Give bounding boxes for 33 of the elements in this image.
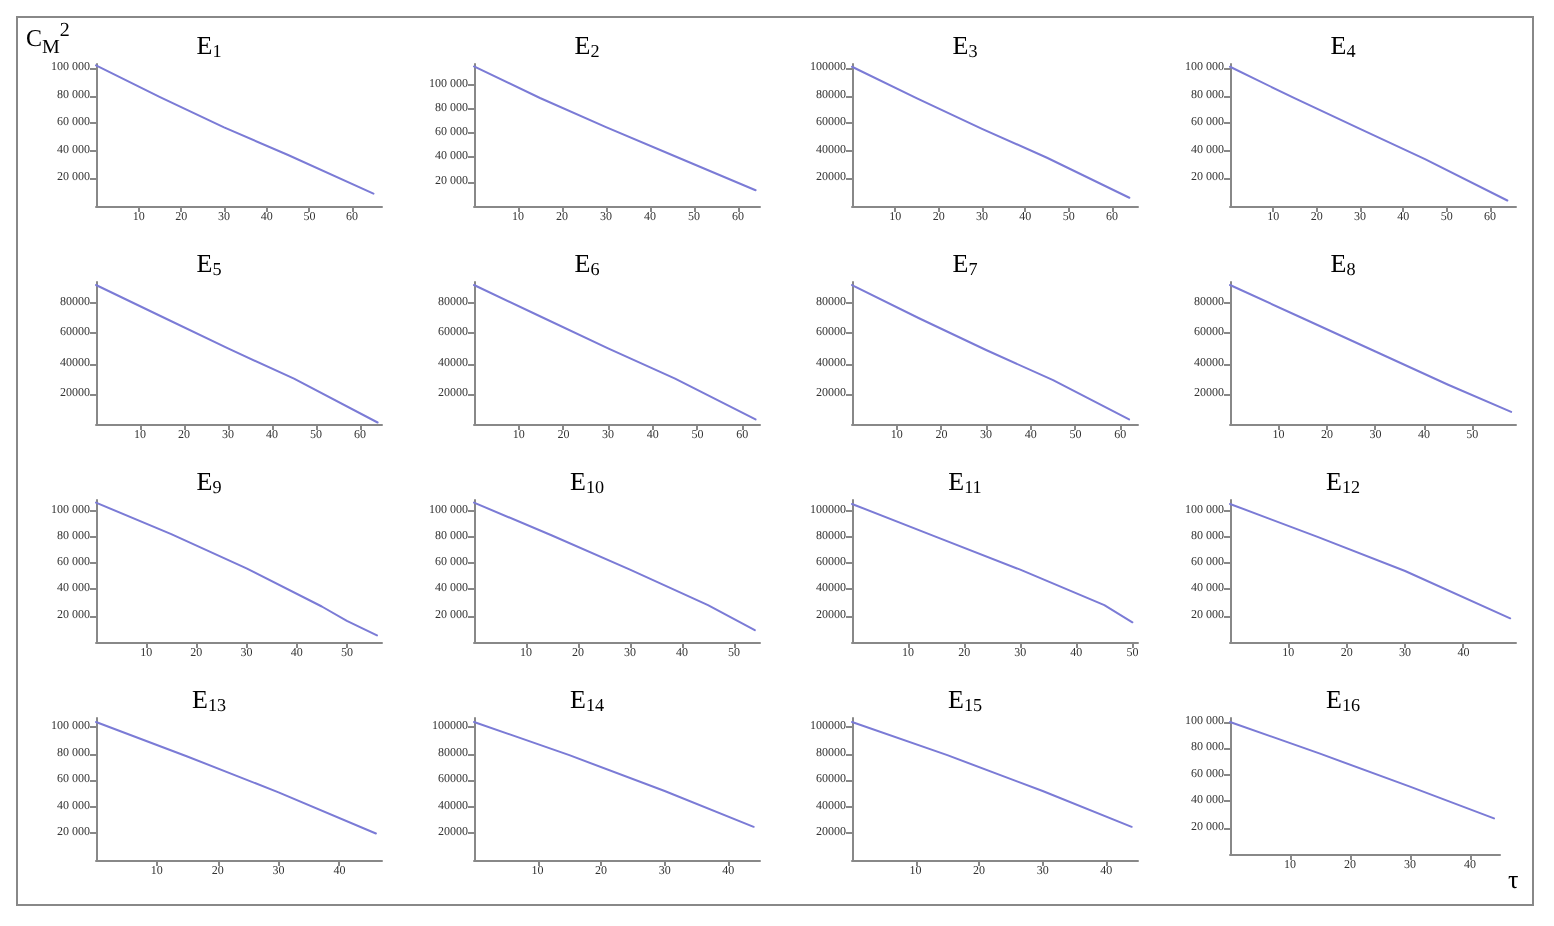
chart-title: E13 [191, 683, 227, 715]
chart-title: E8 [1330, 247, 1357, 279]
line-series [1229, 284, 1513, 413]
chart-title: E4 [1330, 29, 1357, 61]
line-series [95, 284, 379, 424]
chart-title: E16 [1325, 683, 1361, 715]
line-series [95, 501, 378, 637]
line-series [95, 720, 377, 835]
line-series [473, 501, 756, 632]
line-series [473, 65, 757, 192]
chart-title: E3 [952, 29, 979, 61]
line-series [851, 284, 1131, 421]
chart-title: E2 [574, 29, 601, 61]
chart-title: E11 [948, 465, 982, 497]
line-series [851, 720, 1133, 828]
line-series [851, 65, 1131, 199]
chart-title: E6 [574, 247, 601, 279]
line-series [95, 64, 375, 195]
chart-title: E7 [952, 247, 979, 279]
line-series [1229, 720, 1495, 820]
line-series [851, 502, 1134, 624]
x-axis-title: τ [1508, 864, 1519, 894]
chart-title: E12 [1325, 465, 1361, 497]
line-series [473, 720, 755, 828]
chart-title: E1 [196, 29, 222, 61]
line-series [1229, 502, 1512, 620]
chart-title: E9 [196, 465, 223, 497]
chart-title: E15 [947, 683, 983, 715]
chart-title: E5 [196, 247, 223, 279]
chart-title: E14 [569, 683, 605, 715]
line-series [1229, 65, 1509, 202]
line-series [473, 284, 757, 421]
chart-title: E10 [569, 465, 605, 497]
